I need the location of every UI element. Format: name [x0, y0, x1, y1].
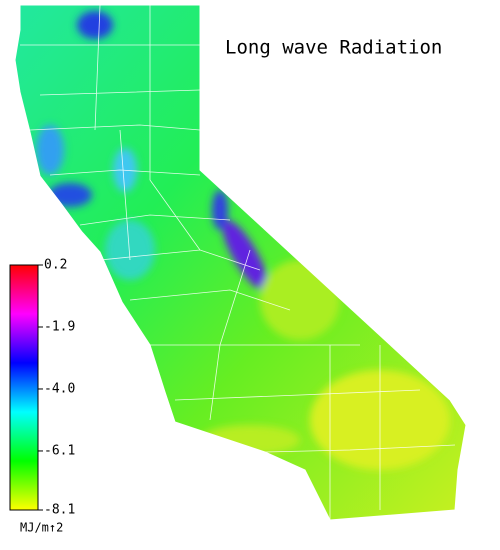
colorbar: 0.2 -1.9 -4.0 -6.1 -8.1 — [9, 258, 75, 518]
california — [14, 4, 467, 521]
colorbar-tick-label: 0.2 — [44, 258, 67, 273]
colorbar-tick-label: -1.9 — [44, 319, 75, 334]
colorbar-unit: MJ/m↑2 — [20, 521, 63, 535]
colorbar-tick-label: -8.1 — [44, 503, 75, 518]
state-outline — [14, 4, 467, 521]
county-lines — [20, 5, 456, 520]
map-title: Long wave Radiation — [225, 37, 442, 59]
colorbar-tick-label: -6.1 — [44, 443, 75, 458]
colorbar-ramp — [9, 264, 39, 511]
colorbar-tick-label: -4.0 — [44, 381, 75, 396]
